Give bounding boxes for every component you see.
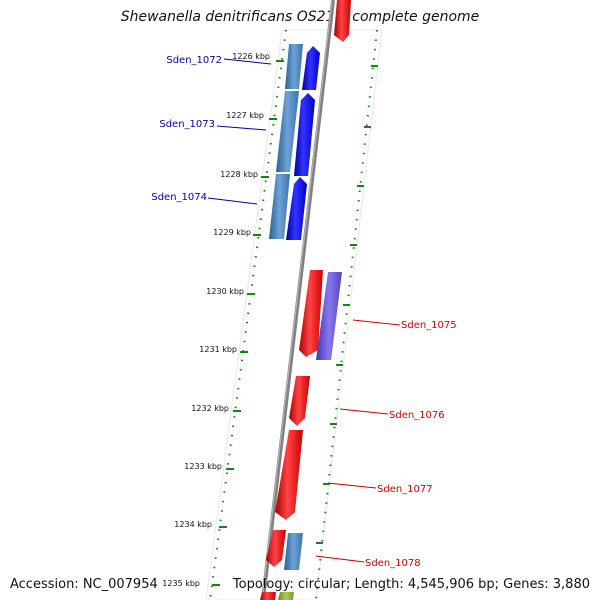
gene-label-sden-1077[interactable]: Sden_1077 <box>377 484 433 495</box>
leader-line <box>339 408 389 415</box>
gene-bottom-partial-red[interactable] <box>260 592 276 600</box>
gene-label-sden-1072[interactable]: Sden_1072 <box>166 55 222 66</box>
tick-label: 1233 kbp <box>184 462 222 471</box>
gene-sden-1072-hit[interactable] <box>285 44 303 89</box>
left-tick-marks <box>212 60 284 586</box>
tick-label: 1226 kbp <box>232 52 270 61</box>
left-dotted-track <box>209 29 287 600</box>
gene-label-sden-1074[interactable]: Sden_1074 <box>151 192 207 203</box>
tick-label: 1227 kbp <box>226 111 264 120</box>
gene-top-partial[interactable] <box>334 0 351 42</box>
tick-label: 1234 kbp <box>174 520 212 529</box>
gene-label-sden-1076[interactable]: Sden_1076 <box>389 410 445 421</box>
map-title: Shewanella denitrificans OS217, complete… <box>120 9 480 25</box>
tick-label: 1229 kbp <box>213 228 251 237</box>
gene-sden-1078-hit[interactable] <box>284 533 303 570</box>
leader-line <box>315 555 365 563</box>
gene-sden-1074-hit[interactable] <box>269 174 290 239</box>
gene-label-sden-1078[interactable]: Sden_1078 <box>365 558 421 569</box>
tick-label: 1235 kbp <box>162 579 200 588</box>
genome-backbone-highlight <box>261 0 333 600</box>
gene-sden-1073-hit[interactable] <box>276 91 299 172</box>
gene-sden-1075-hit[interactable] <box>316 272 342 360</box>
leader-line <box>207 197 258 205</box>
right-tick-marks <box>316 65 378 544</box>
gene-sden-1078[interactable] <box>266 530 286 567</box>
gene-bottom-partial-green[interactable] <box>278 592 294 600</box>
leader-line <box>223 58 272 65</box>
gene-sden-1077[interactable] <box>275 430 303 520</box>
tick-label: 1230 kbp <box>206 287 244 296</box>
tick-label: 1232 kbp <box>191 404 229 413</box>
tick-label: 1231 kbp <box>199 345 237 354</box>
topology-text: Topology: circular; Length: 4,545,906 bp… <box>232 577 590 592</box>
leader-line <box>352 319 401 326</box>
gene-sden-1072[interactable] <box>302 46 320 90</box>
gene-label-sden-1073[interactable]: Sden_1073 <box>159 119 215 130</box>
gene-sden-1074[interactable] <box>286 177 307 240</box>
gene-label-sden-1075[interactable]: Sden_1075 <box>401 320 457 331</box>
genome-backbone-line <box>261 0 335 600</box>
leader-line <box>216 125 267 131</box>
right-dotted-track <box>315 29 378 600</box>
gene-sden-1075[interactable] <box>299 270 323 357</box>
leader-line <box>327 482 377 489</box>
tick-label: 1228 kbp <box>220 170 258 179</box>
gene-sden-1073[interactable] <box>294 93 315 176</box>
gene-sden-1076[interactable] <box>289 376 310 426</box>
accession-text: Accession: NC_007954 <box>10 577 158 592</box>
